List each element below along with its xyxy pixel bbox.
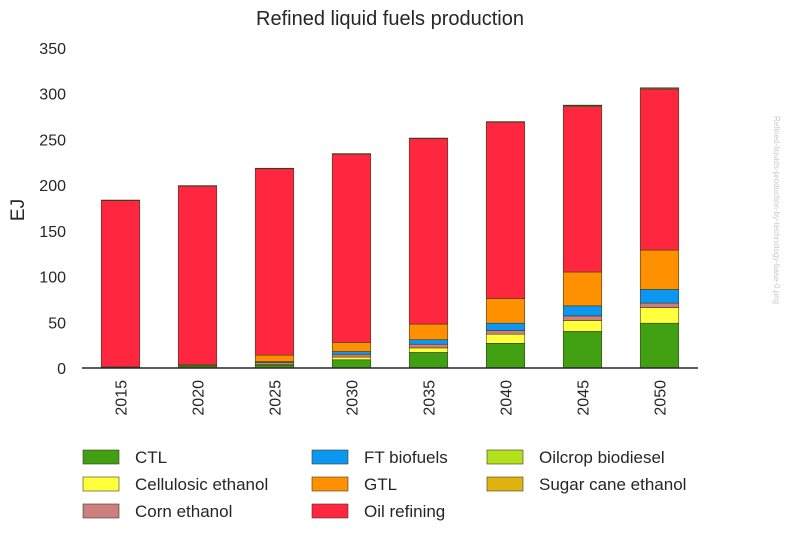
bar-segment [408, 347, 449, 353]
bar-segment [485, 330, 526, 335]
legend-item: Cellulosic ethanol [82, 475, 268, 494]
y-tick-label: 0 [57, 361, 66, 378]
legend-swatch [82, 503, 120, 519]
bar-segment [639, 307, 680, 324]
bar-segment [485, 121, 526, 299]
bar-segment [562, 271, 603, 307]
legend-swatch [82, 449, 120, 465]
bar-stack-2025 [254, 167, 295, 369]
bar-segment [485, 298, 526, 324]
bar-segment [331, 353, 372, 358]
bar-segment [331, 342, 372, 352]
x-tick-label: 2030 [345, 380, 362, 416]
y-tick-label: 200 [39, 178, 66, 195]
bar-segment [408, 138, 449, 325]
x-tick-label: 2020 [191, 380, 208, 416]
y-axis-ticks: 0 50 100 150 200 250 300 350 [39, 41, 66, 378]
x-tick-label: 2050 [653, 380, 670, 416]
y-tick-label: 50 [48, 315, 66, 332]
bar-segment [331, 153, 372, 155]
y-tick-label: 150 [39, 224, 66, 241]
y-tick-label: 350 [39, 41, 66, 58]
legend-label: Oilcrop biodiesel [539, 448, 665, 467]
y-tick-label: 250 [39, 132, 66, 149]
x-tick-label: 2025 [268, 380, 285, 416]
bar-stack-2045 [562, 104, 603, 369]
bar-stack-2035 [408, 137, 449, 369]
bar-segment [100, 199, 141, 201]
bar-segment [562, 104, 603, 107]
legend-swatch [311, 476, 349, 492]
legend-swatch [486, 476, 524, 492]
legend-item: Oil refining [311, 502, 445, 521]
bar-segment [100, 200, 141, 368]
bar-segment [485, 333, 526, 344]
bar-stack-2040 [485, 121, 526, 369]
x-tick-label: 2040 [499, 380, 516, 416]
bar-segment [408, 323, 449, 340]
legend-label: Sugar cane ethanol [539, 475, 686, 494]
bar-segment [639, 302, 680, 308]
bar-segment [639, 289, 680, 304]
legend-swatch [82, 476, 120, 492]
legend-item: Oilcrop biodiesel [486, 448, 665, 467]
bar-segment [562, 106, 603, 273]
legend-item: FT biofuels [311, 448, 448, 467]
legend-label: Cellulosic ethanol [135, 475, 268, 494]
legend-item: Sugar cane ethanol [486, 475, 686, 494]
legend-label: Corn ethanol [135, 502, 232, 521]
bar-segment [639, 88, 680, 251]
legend-label: Oil refining [364, 502, 445, 521]
bar-stack-2020 [177, 185, 218, 369]
bar-stack-2030 [331, 153, 372, 369]
bar-segment [254, 354, 295, 362]
bar-segment [177, 185, 218, 365]
y-tick-label: 300 [39, 87, 66, 104]
legend-item: GTL [311, 475, 397, 494]
bar-segment [408, 343, 449, 349]
bar-segment [562, 331, 603, 369]
bar-segment [485, 343, 526, 369]
y-axis-label: EJ [8, 199, 29, 221]
x-tick-label: 2045 [576, 380, 593, 416]
legend: CTL Cellulosic ethanol Corn ethanol FT biof… [82, 448, 686, 521]
bar-segment [331, 153, 372, 343]
legend-swatch [311, 503, 349, 519]
x-axis-ticks: 2015 2020 2025 2030 2035 2040 2045 2050 [114, 380, 670, 416]
legend-swatch [311, 449, 349, 465]
bar-segment [177, 185, 218, 187]
bar-segment [331, 359, 372, 369]
bars [100, 87, 680, 369]
x-tick-label: 2035 [422, 380, 439, 416]
bar-segment [408, 352, 449, 369]
bar-stack-2015 [100, 199, 141, 369]
legend-label: GTL [364, 475, 397, 494]
bar-segment [639, 249, 680, 290]
legend-label: FT biofuels [364, 448, 448, 467]
bar-segment [485, 322, 526, 331]
y-tick-label: 100 [39, 270, 66, 287]
watermark-text: Refined-liquids-production-by-technology… [772, 116, 781, 304]
bar-segment [254, 168, 295, 356]
bar-segment [331, 356, 372, 361]
legend-item: Corn ethanol [82, 502, 232, 521]
bar-segment [562, 315, 603, 321]
bar-segment [485, 121, 526, 123]
x-tick-label: 2015 [114, 380, 131, 416]
bar-segment [408, 137, 449, 139]
bar-segment [562, 305, 603, 317]
chart-title: Refined liquid fuels production [256, 8, 524, 30]
bar-segment [639, 322, 680, 369]
bar-segment [408, 339, 449, 345]
legend-label: CTL [135, 448, 167, 467]
bar-segment [331, 351, 372, 355]
bar-segment [639, 87, 680, 89]
bar-stack-2050 [639, 87, 680, 369]
bar-segment [562, 320, 603, 332]
legend-swatch [486, 449, 524, 465]
bar-segment [254, 167, 295, 170]
legend-item: CTL [82, 448, 167, 467]
